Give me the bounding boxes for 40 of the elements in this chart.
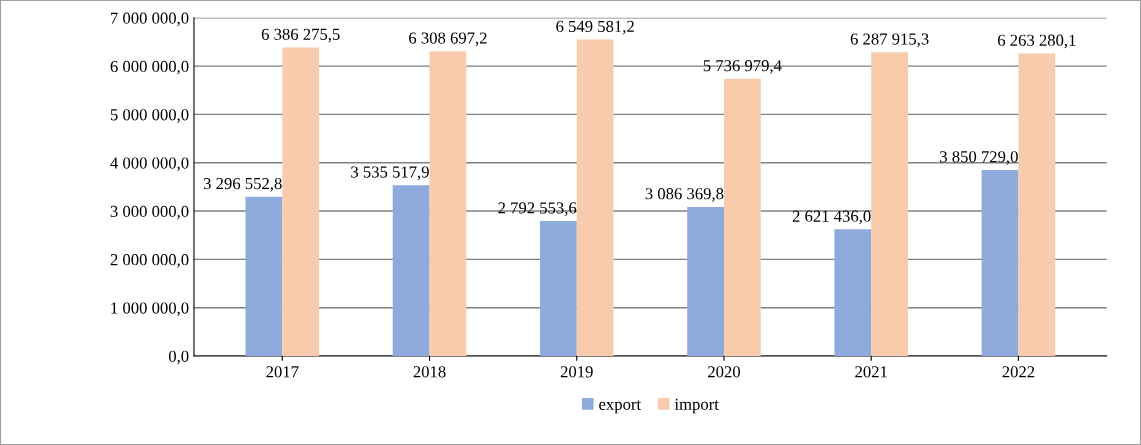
x-tick-label: 2018 <box>413 366 446 378</box>
bar <box>282 47 320 356</box>
data-label: 6 263 280,1 <box>997 34 1076 49</box>
data-label: 3 535 517,9 <box>351 166 429 181</box>
legend-label: export <box>599 400 642 414</box>
y-tick-label: 3 000 000,0 <box>110 205 189 220</box>
y-tick-label: 6 000 000,0 <box>110 60 189 75</box>
x-tick-label: 2020 <box>708 366 741 378</box>
data-label: 3 850 729,0 <box>940 151 1018 165</box>
legend-label: import <box>674 398 719 414</box>
bar <box>834 229 872 356</box>
bar <box>687 206 724 356</box>
data-label: 6 549 581,2 <box>556 20 634 35</box>
bar <box>392 185 430 356</box>
bar <box>871 52 909 356</box>
y-tick-label: 5 000 000,0 <box>110 109 189 123</box>
x-tick-label: 2017 <box>266 366 299 378</box>
x-tick-label: 2021 <box>855 366 887 378</box>
y-tick-label: 4 000 000,0 <box>110 157 189 172</box>
x-tick-label: 2019 <box>560 366 593 378</box>
bar <box>981 169 1019 356</box>
y-tick-label: 2 000 000,0 <box>110 254 189 268</box>
data-label: 6 287 915,3 <box>850 33 929 48</box>
bar <box>723 78 761 356</box>
data-label: 3 086 369,8 <box>645 188 724 202</box>
data-label: 2 792 553,6 <box>498 202 577 216</box>
bar <box>245 196 283 356</box>
data-label: 2 621 436,0 <box>792 210 871 225</box>
bar <box>576 39 614 356</box>
y-tick-label: 0,0 <box>168 350 189 365</box>
x-tick-label: 2022 <box>1002 366 1035 378</box>
y-tick-label: 7 000 000,0 <box>111 12 189 27</box>
bar <box>539 221 577 356</box>
data-label: 6 308 697,2 <box>409 32 487 47</box>
bar <box>429 51 467 356</box>
y-tick-label: 1 000 000,0 <box>111 302 189 317</box>
data-label: 5 736 979,4 <box>703 60 782 74</box>
data-label: 3 296 552,8 <box>203 177 282 192</box>
data-label: 6 386 275,5 <box>261 28 340 43</box>
bar <box>1018 53 1056 356</box>
